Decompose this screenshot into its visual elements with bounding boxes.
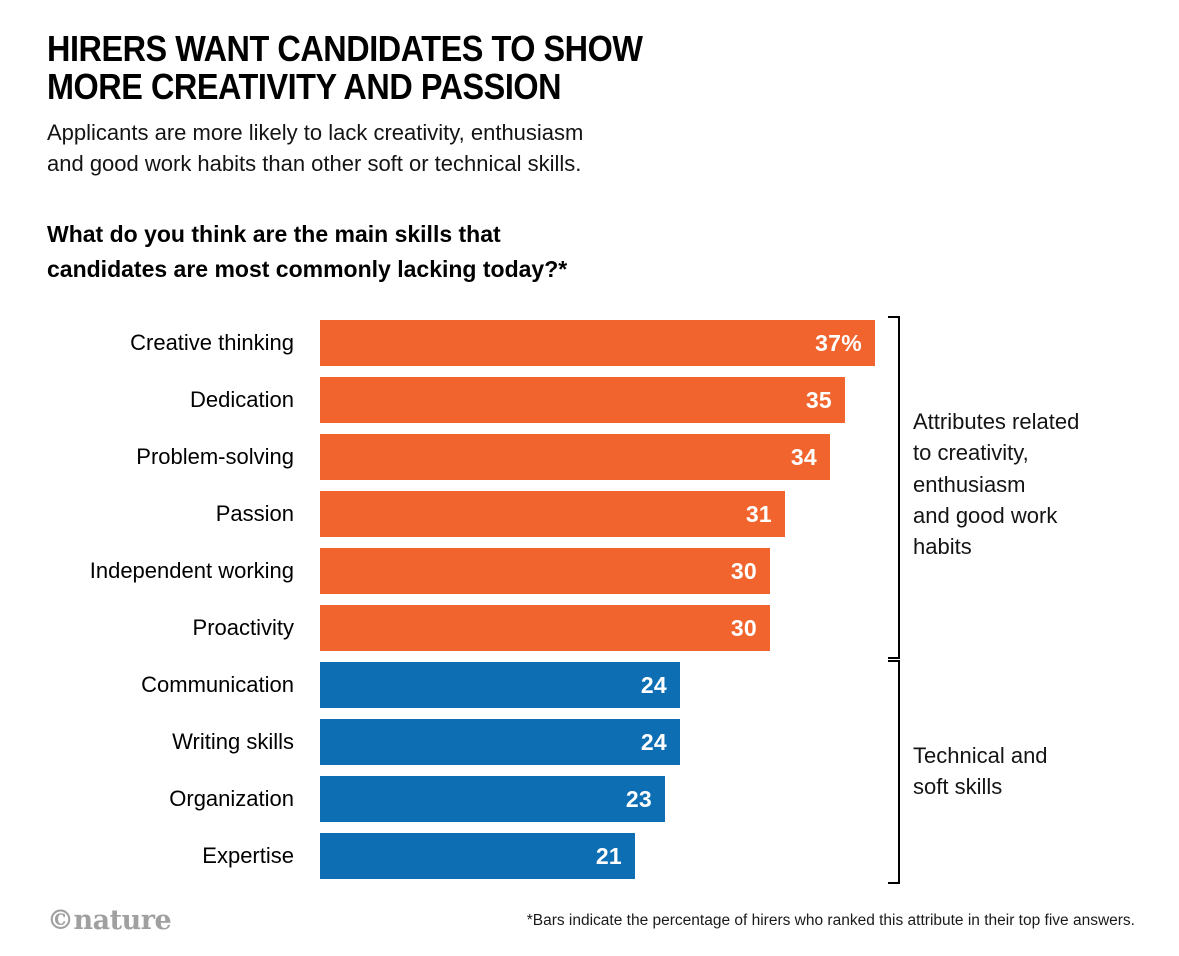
bar-category-label: Passion xyxy=(215,501,294,527)
bar-category-label: Independent working xyxy=(89,558,294,584)
bar-value-label: 37% xyxy=(815,329,862,356)
footer: ©nature *Bars indicate the percentage of… xyxy=(0,905,1179,936)
bar: 37% xyxy=(320,320,875,367)
footnote: *Bars indicate the percentage of hirers … xyxy=(526,912,1135,930)
bar: 21 xyxy=(320,833,635,880)
bar: 30 xyxy=(320,605,770,652)
bar-value-label: 24 xyxy=(640,671,667,698)
bar-value-label: 30 xyxy=(730,557,757,584)
bar-category-label: Creative thinking xyxy=(130,330,294,356)
bar-row: Creative thinking 37% xyxy=(47,320,1147,367)
chart-title: HIRERS WANT CANDIDATES TO SHOW MORE CREA… xyxy=(47,28,643,108)
bar-value-label: 24 xyxy=(640,728,667,755)
bar: 34 xyxy=(320,434,830,481)
bar-rows: Creative thinking 37% Dedication 35 Problem-… xyxy=(47,320,1147,880)
bar-value-label: 30 xyxy=(730,614,757,641)
chart-subtitle: Applicants are more likely to lack creat… xyxy=(47,120,584,176)
bar-category-label: Communication xyxy=(141,672,294,698)
bar-category-label: Expertise xyxy=(202,843,294,869)
bar-category-label: Proactivity xyxy=(192,615,294,641)
bar-category-label: Dedication xyxy=(190,387,294,413)
bar-row: Organization 23 xyxy=(47,776,1147,823)
nature-logo: ©nature xyxy=(47,905,172,937)
bar-value-label: 21 xyxy=(595,842,622,869)
bar: 23 xyxy=(320,776,665,823)
chart-header: HIRERS WANT CANDIDATES TO SHOW MORE CREA… xyxy=(0,0,1179,286)
technical-group-bracket xyxy=(888,660,900,885)
chart-question: What do you think are the main skills th… xyxy=(47,221,568,282)
bar-category-label: Writing skills xyxy=(172,729,294,755)
bar: 24 xyxy=(320,662,680,709)
bar-row: Writing skills 24 xyxy=(47,719,1147,766)
creativity-group-bracket xyxy=(888,316,900,660)
bar-row: Expertise 21 xyxy=(47,833,1147,880)
bar: 35 xyxy=(320,377,845,424)
bar-row: Communication 24 xyxy=(47,662,1147,709)
bar-row: Problem-solving 34 xyxy=(47,434,1147,481)
bar-value-label: 35 xyxy=(805,386,832,413)
bar-row: Passion 31 xyxy=(47,491,1147,538)
bar-value-label: 23 xyxy=(625,785,652,812)
bar-row: Proactivity 30 xyxy=(47,605,1147,652)
bar-category-label: Problem-solving xyxy=(136,444,294,470)
bar-value-label: 34 xyxy=(790,443,817,470)
creativity-group-annotation: Attributes related to creativity, enthus… xyxy=(913,409,1080,559)
bar-value-label: 31 xyxy=(745,500,772,527)
bar-category-label: Organization xyxy=(169,786,294,812)
bar-row: Independent working 30 xyxy=(47,548,1147,595)
bar-row: Dedication 35 xyxy=(47,377,1147,424)
bar: 30 xyxy=(320,548,770,595)
bar-chart: Creative thinking 37% Dedication 35 Problem-… xyxy=(47,316,1147,885)
technical-group-annotation: Technical and soft skills xyxy=(913,743,1048,800)
bar: 31 xyxy=(320,491,785,538)
bar: 24 xyxy=(320,719,680,766)
